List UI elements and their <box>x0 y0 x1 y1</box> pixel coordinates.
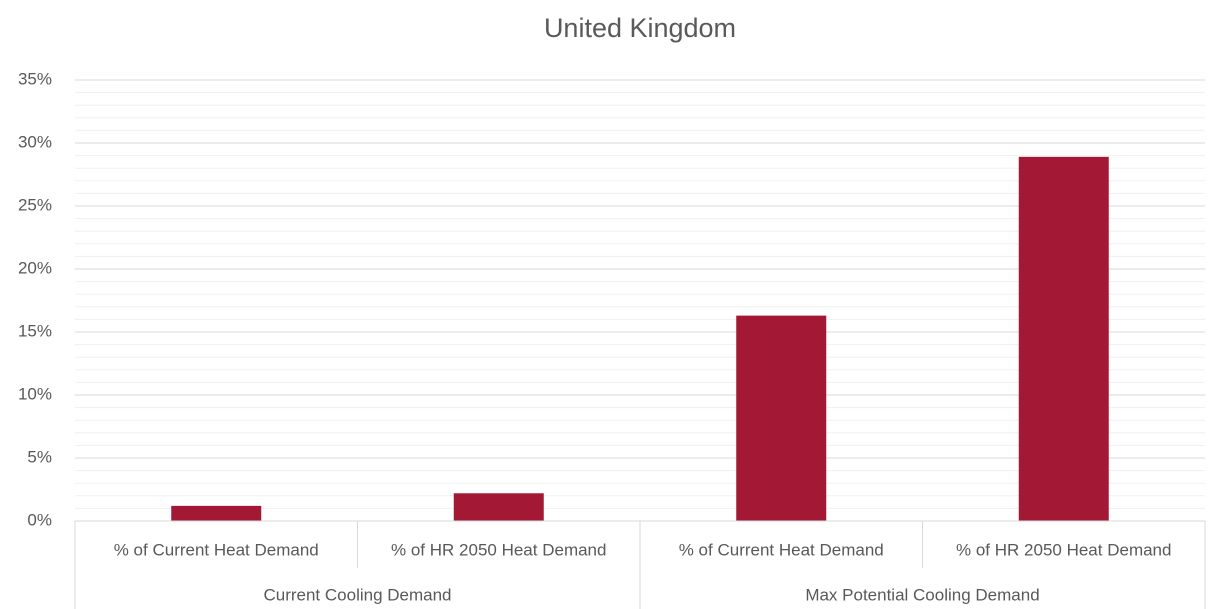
y-tick-label: 5% <box>27 447 52 466</box>
x-tick-label: % of Current Heat Demand <box>114 540 319 559</box>
y-tick-label: 10% <box>18 384 52 403</box>
x-tick-label: % of HR 2050 Heat Demand <box>956 540 1171 559</box>
y-tick-label: 0% <box>27 510 52 529</box>
x-tick-label: % of Current Heat Demand <box>679 540 884 559</box>
bar <box>736 315 827 521</box>
bar <box>171 505 262 521</box>
y-tick-label: 35% <box>18 69 52 88</box>
y-tick-label: 15% <box>18 321 52 340</box>
group-label: Current Cooling Demand <box>263 585 451 604</box>
chart-title: United Kingdom <box>544 13 736 43</box>
y-tick-label: 20% <box>18 258 52 277</box>
y-tick-label: 25% <box>18 195 52 214</box>
bar <box>453 493 544 521</box>
y-tick-label: 30% <box>18 132 52 151</box>
x-tick-label: % of HR 2050 Heat Demand <box>391 540 606 559</box>
bar <box>1018 156 1109 522</box>
group-label: Max Potential Cooling Demand <box>805 585 1039 604</box>
